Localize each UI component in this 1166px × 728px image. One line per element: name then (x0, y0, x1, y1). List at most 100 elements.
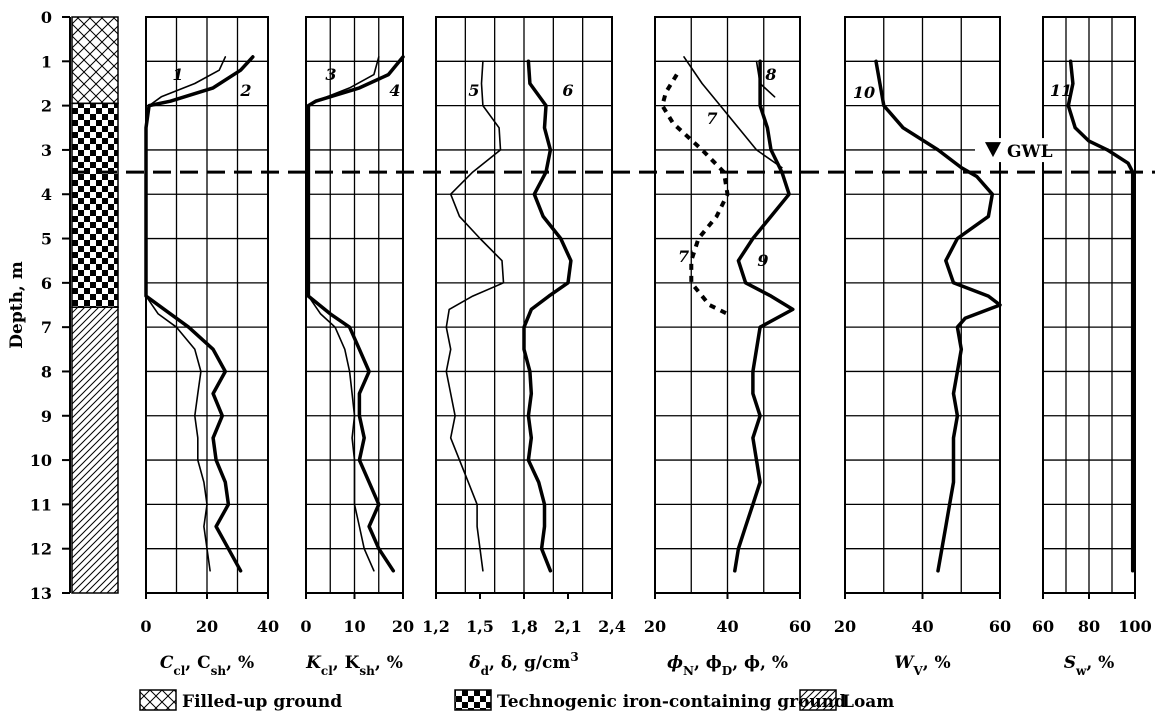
x-tick-label: 1,2 (422, 617, 450, 636)
curve-label: 3 (325, 65, 336, 84)
x-tick-label: 40 (911, 617, 933, 636)
legend-label: Technogenic iron-containing ground (497, 692, 846, 712)
curve (522, 59, 573, 573)
y-tick-label: 1 (41, 52, 52, 71)
x-tick-label: 100 (1118, 617, 1151, 636)
x-axis-label-part: cl (321, 664, 333, 678)
y-tick-label: 13 (30, 584, 52, 603)
x-axis-label: Ccl, Csh, % (160, 653, 254, 678)
x-axis-label-part: δ (468, 653, 480, 673)
curve (733, 59, 795, 573)
legend-label: Filled-up ground (182, 692, 342, 712)
x-axis-label-part: ϕ (667, 653, 683, 673)
legend-swatch (454, 689, 492, 711)
curve-label: 8 (764, 65, 776, 84)
y-tick-label: 12 (30, 540, 52, 559)
y-tick-label: 2 (41, 97, 52, 116)
x-tick-label: 1,5 (466, 617, 494, 636)
curve (307, 56, 380, 572)
x-tick-label: 60 (989, 617, 1011, 636)
curve-label: 7' (678, 247, 694, 266)
x-tick-label: 20 (196, 617, 218, 636)
y-tick-label: 8 (41, 362, 52, 381)
gwl-marker (985, 142, 1001, 158)
x-tick-label: 20 (644, 617, 666, 636)
x-axis-label-part: , K (333, 653, 361, 673)
curve (306, 55, 405, 573)
x-tick-label: 20 (392, 617, 414, 636)
x-axis-label-part: , % (1086, 653, 1114, 673)
x-axis-label-part: w (1075, 664, 1087, 678)
x-tick-label: 80 (1078, 617, 1100, 636)
x-axis-label-part: V (912, 664, 923, 678)
x-tick-label: 40 (716, 617, 738, 636)
x-axis-label-part: d (481, 664, 490, 678)
curve (144, 55, 255, 573)
curve (660, 73, 730, 316)
x-axis-label-part: D (722, 664, 732, 678)
y-axis-label: Depth, m (7, 261, 27, 348)
x-axis-label-part: sh (211, 664, 227, 678)
x-tick-label: 1,8 (510, 617, 538, 636)
y-tick-label: 7 (41, 318, 52, 337)
lithology-layer (71, 16, 119, 105)
x-axis-label: Sw, % (1064, 653, 1115, 678)
x-tick-label: 2,4 (598, 617, 626, 636)
x-axis-label-part: , δ, g/cm (489, 653, 570, 673)
x-axis-label-part: W (894, 653, 915, 673)
y-tick-label: 0 (41, 8, 52, 27)
curve (145, 56, 227, 572)
legend-swatch (799, 689, 837, 711)
y-tick-label: 6 (41, 274, 52, 293)
lithology-layer (71, 102, 119, 308)
curve-label: 7 (706, 109, 717, 128)
x-tick-label: 40 (257, 617, 279, 636)
x-tick-label: 0 (300, 617, 311, 636)
x-axis-label-part: K (305, 653, 322, 673)
curve-label: 10 (853, 83, 875, 102)
y-tick-label: 5 (41, 230, 52, 249)
x-axis-label-part: S (1064, 653, 1076, 673)
x-axis-label-part: , % (923, 653, 951, 673)
curve-label: 4 (389, 81, 400, 100)
curve-label: 9 (757, 251, 768, 270)
curve (445, 60, 505, 572)
y-tick-label: 10 (30, 451, 52, 470)
x-axis-label-part: 3 (570, 650, 578, 664)
x-axis-label-part: , C (185, 653, 210, 673)
x-tick-label: 10 (343, 617, 365, 636)
x-axis-label-part: C (160, 653, 174, 673)
x-axis-label-part: , % (226, 653, 254, 673)
gwl-label: GWL (1007, 142, 1053, 162)
curve (1066, 59, 1135, 573)
curve-label: 2 (239, 81, 251, 100)
x-tick-label: 60 (789, 617, 811, 636)
lithology-layer (71, 306, 119, 594)
curve (683, 56, 783, 169)
x-axis-label: WV, % (894, 653, 950, 678)
x-axis-label: δd, δ, g/cm3 (468, 650, 579, 678)
curve-label: 11 (1050, 81, 1072, 100)
x-tick-label: 0 (140, 617, 151, 636)
legend-label: Loam (842, 692, 894, 712)
x-axis-label-part: sh (359, 664, 375, 678)
x-tick-label: 60 (1032, 617, 1054, 636)
y-tick-label: 11 (30, 495, 52, 514)
curve-label: 5 (468, 81, 479, 100)
y-tick-label: 9 (41, 407, 52, 426)
x-axis-label-part: , ϕ (694, 653, 722, 673)
curve-label: 6 (562, 81, 573, 100)
x-axis-label-part: , ϕ, % (732, 653, 788, 673)
x-axis-label: Kcl, Ksh, % (305, 653, 403, 678)
y-tick-label: 4 (41, 185, 52, 204)
x-axis-label: ϕN, ϕD, ϕ, % (667, 653, 788, 678)
x-axis-label-part: cl (173, 664, 185, 678)
curve-label: 1 (172, 65, 183, 84)
legend-swatch (139, 689, 177, 711)
x-axis-label-part: , % (375, 653, 403, 673)
x-axis-label-part: N (683, 664, 694, 678)
x-tick-label: 2,1 (554, 617, 582, 636)
curve (874, 59, 1002, 573)
y-tick-label: 3 (41, 141, 52, 160)
